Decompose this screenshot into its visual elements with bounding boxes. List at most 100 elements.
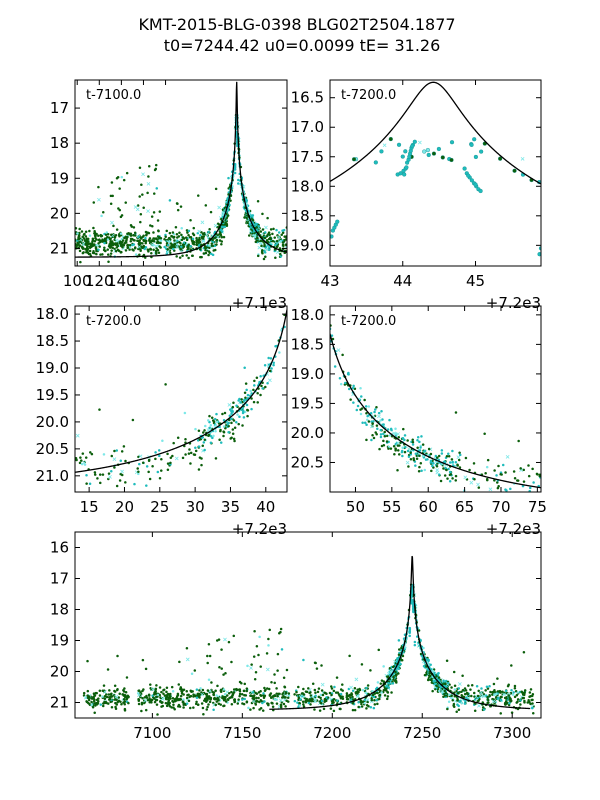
panel-label: t-7200.0	[86, 314, 141, 329]
data-point	[90, 244, 93, 248]
data-point	[147, 175, 150, 178]
data-point	[110, 454, 114, 458]
data-point	[211, 419, 215, 422]
data-point	[272, 361, 275, 364]
data-point	[412, 607, 415, 610]
data-point	[418, 449, 422, 452]
data-point	[140, 703, 144, 706]
data-point	[271, 705, 275, 708]
data-point	[421, 454, 425, 458]
data-point	[204, 232, 209, 237]
data-point	[245, 687, 249, 690]
data-point	[187, 693, 190, 696]
data-point	[339, 695, 342, 698]
data-point	[207, 703, 210, 706]
data-point	[359, 408, 362, 411]
figure-title-line-2: t0=7244.42 u0=0.0099 tE= 31.26	[164, 36, 441, 55]
data-point	[140, 183, 143, 187]
data-point	[332, 709, 336, 713]
data-point	[109, 252, 113, 255]
data-point	[281, 241, 285, 244]
data-point	[217, 638, 221, 641]
data-point	[132, 234, 135, 237]
panel-plot-area	[75, 81, 287, 264]
data-point	[397, 453, 401, 456]
data-point	[214, 424, 217, 427]
data-point	[451, 460, 454, 464]
data-point	[302, 703, 305, 706]
data-point	[267, 637, 270, 641]
data-point	[357, 700, 360, 704]
data-point	[377, 414, 381, 419]
data-point	[238, 415, 241, 418]
data-point	[212, 691, 216, 694]
data-point	[389, 427, 393, 431]
panel-label: t-7200.0	[341, 88, 396, 103]
data-point	[385, 685, 388, 688]
data-point	[328, 691, 332, 695]
data-point	[223, 411, 227, 415]
data-point	[163, 238, 166, 241]
data-point	[240, 682, 243, 685]
data-point	[266, 216, 269, 220]
data-point	[111, 246, 114, 250]
data-point	[157, 449, 161, 452]
data-point	[206, 689, 210, 692]
data-point	[360, 705, 364, 708]
data-point	[133, 246, 137, 250]
data-point	[273, 673, 276, 676]
data-point	[448, 480, 452, 483]
data-point	[512, 470, 516, 473]
data-point	[124, 481, 127, 484]
data-point	[323, 691, 326, 694]
data-point	[165, 241, 169, 245]
data-point	[496, 481, 499, 484]
data-point	[238, 694, 241, 698]
data-point	[164, 697, 168, 701]
data-point	[351, 689, 355, 693]
data-point	[491, 693, 494, 696]
data-point	[217, 702, 221, 706]
data-point	[488, 694, 491, 698]
data-point	[200, 220, 205, 225]
data-point	[116, 244, 120, 248]
data-point	[333, 685, 336, 689]
data-point	[210, 244, 214, 248]
data-point	[178, 256, 182, 259]
data-point	[423, 673, 427, 677]
data-point	[189, 694, 193, 698]
data-point	[125, 696, 129, 699]
data-point	[399, 441, 402, 445]
data-point	[281, 231, 285, 234]
data-point	[407, 154, 412, 159]
data-point	[232, 419, 236, 422]
data-point	[106, 238, 110, 241]
data-point	[249, 708, 252, 711]
figure-title-line-1: KMT-2015-BLG-0398 BLG02T2504.1877	[138, 15, 455, 34]
data-point	[98, 473, 102, 476]
data-point	[320, 682, 325, 687]
data-point	[529, 702, 532, 706]
data-point	[365, 698, 370, 702]
data-point	[446, 707, 449, 711]
data-point	[79, 456, 82, 459]
data-point	[145, 484, 148, 487]
data-point	[169, 242, 173, 245]
data-point	[366, 684, 370, 687]
data-point	[233, 426, 237, 430]
data-point	[275, 687, 278, 690]
data-point	[273, 681, 276, 685]
data-point	[454, 474, 458, 478]
data-point	[110, 469, 113, 473]
data-point	[185, 702, 189, 705]
data-point	[85, 482, 88, 485]
data-point	[473, 154, 478, 160]
data-point	[369, 411, 373, 415]
axes-frame	[74, 79, 288, 267]
data-point	[132, 226, 136, 229]
data-point	[302, 693, 306, 696]
data-point	[195, 688, 199, 691]
data-point	[203, 233, 206, 236]
data-point	[399, 662, 402, 666]
data-point	[120, 175, 124, 179]
